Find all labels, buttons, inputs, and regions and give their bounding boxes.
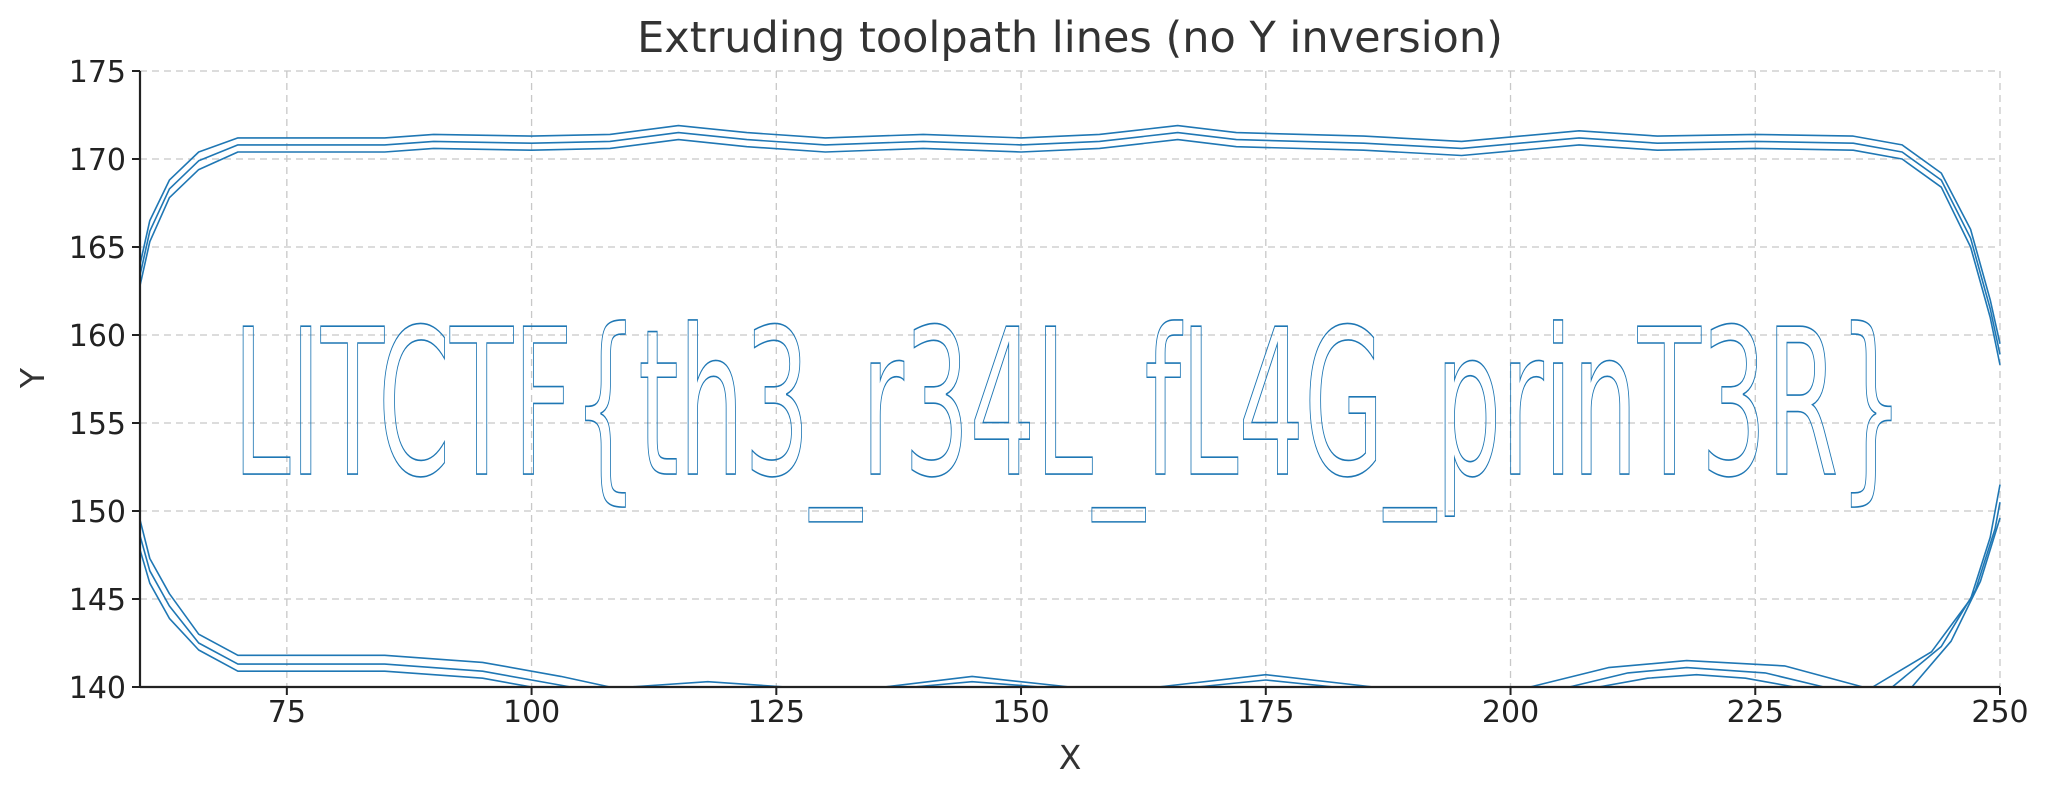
x-tick-label: 100 xyxy=(503,695,560,730)
toolpath-line-1 xyxy=(139,131,2001,355)
x-tick-label: 225 xyxy=(1727,695,1784,730)
plotted-flag-text: LITCTF{th3_r34L_fL4G_prinT3R} xyxy=(233,286,1904,522)
axes: 75 100 125 150 175 200 225 250 140 145 150 155 160 16… xyxy=(69,55,2029,730)
x-tick-label: 200 xyxy=(1482,695,1539,730)
toolpath-line-7 xyxy=(883,675,1071,688)
toolpath-lines xyxy=(139,124,2001,688)
x-tick-label: 175 xyxy=(1237,695,1294,730)
toolpath-line-6 xyxy=(629,680,787,688)
toolpath-line-3 xyxy=(139,519,611,688)
x-tick-label: 125 xyxy=(748,695,805,730)
x-tick-label: 150 xyxy=(992,695,1049,730)
toolpath-text-layer: LITCTF{th3_r34L_fL4G_prinT3R} xyxy=(232,285,1905,523)
y-tick-label: 145 xyxy=(69,583,126,618)
x-axis-label: X xyxy=(1059,738,1082,777)
y-tick-label: 165 xyxy=(69,231,126,266)
toolpath-line-10 xyxy=(1197,679,1335,688)
y-tick-label: 155 xyxy=(69,407,126,442)
y-tick-label: 175 xyxy=(69,55,126,90)
toolpath-line-2 xyxy=(139,138,2001,366)
y-tick-label: 170 xyxy=(69,143,126,178)
chart-title: Extruding toolpath lines (no Y inversion… xyxy=(637,13,1503,63)
toolpath-line-16 xyxy=(1911,517,2001,688)
toolpath-line-9 xyxy=(1158,673,1374,688)
toolpath-line-5 xyxy=(139,549,532,688)
toolpath-line-8 xyxy=(913,680,1041,688)
y-tick-label: 140 xyxy=(69,671,126,706)
y-tick-label: 160 xyxy=(69,319,126,354)
toolpath-line-12 xyxy=(1569,666,1824,688)
y-axis-label: Y xyxy=(13,367,52,389)
x-tick-label: 75 xyxy=(268,695,306,730)
y-tick-label: 150 xyxy=(69,495,126,530)
toolpath-line-11 xyxy=(1529,659,1864,688)
toolpath-line-15 xyxy=(1891,502,2001,688)
toolpath-line-0 xyxy=(139,124,2001,344)
toolpath-line-4 xyxy=(139,535,571,688)
toolpath-line-13 xyxy=(1598,673,1795,688)
x-tick-label: 250 xyxy=(1971,695,2028,730)
